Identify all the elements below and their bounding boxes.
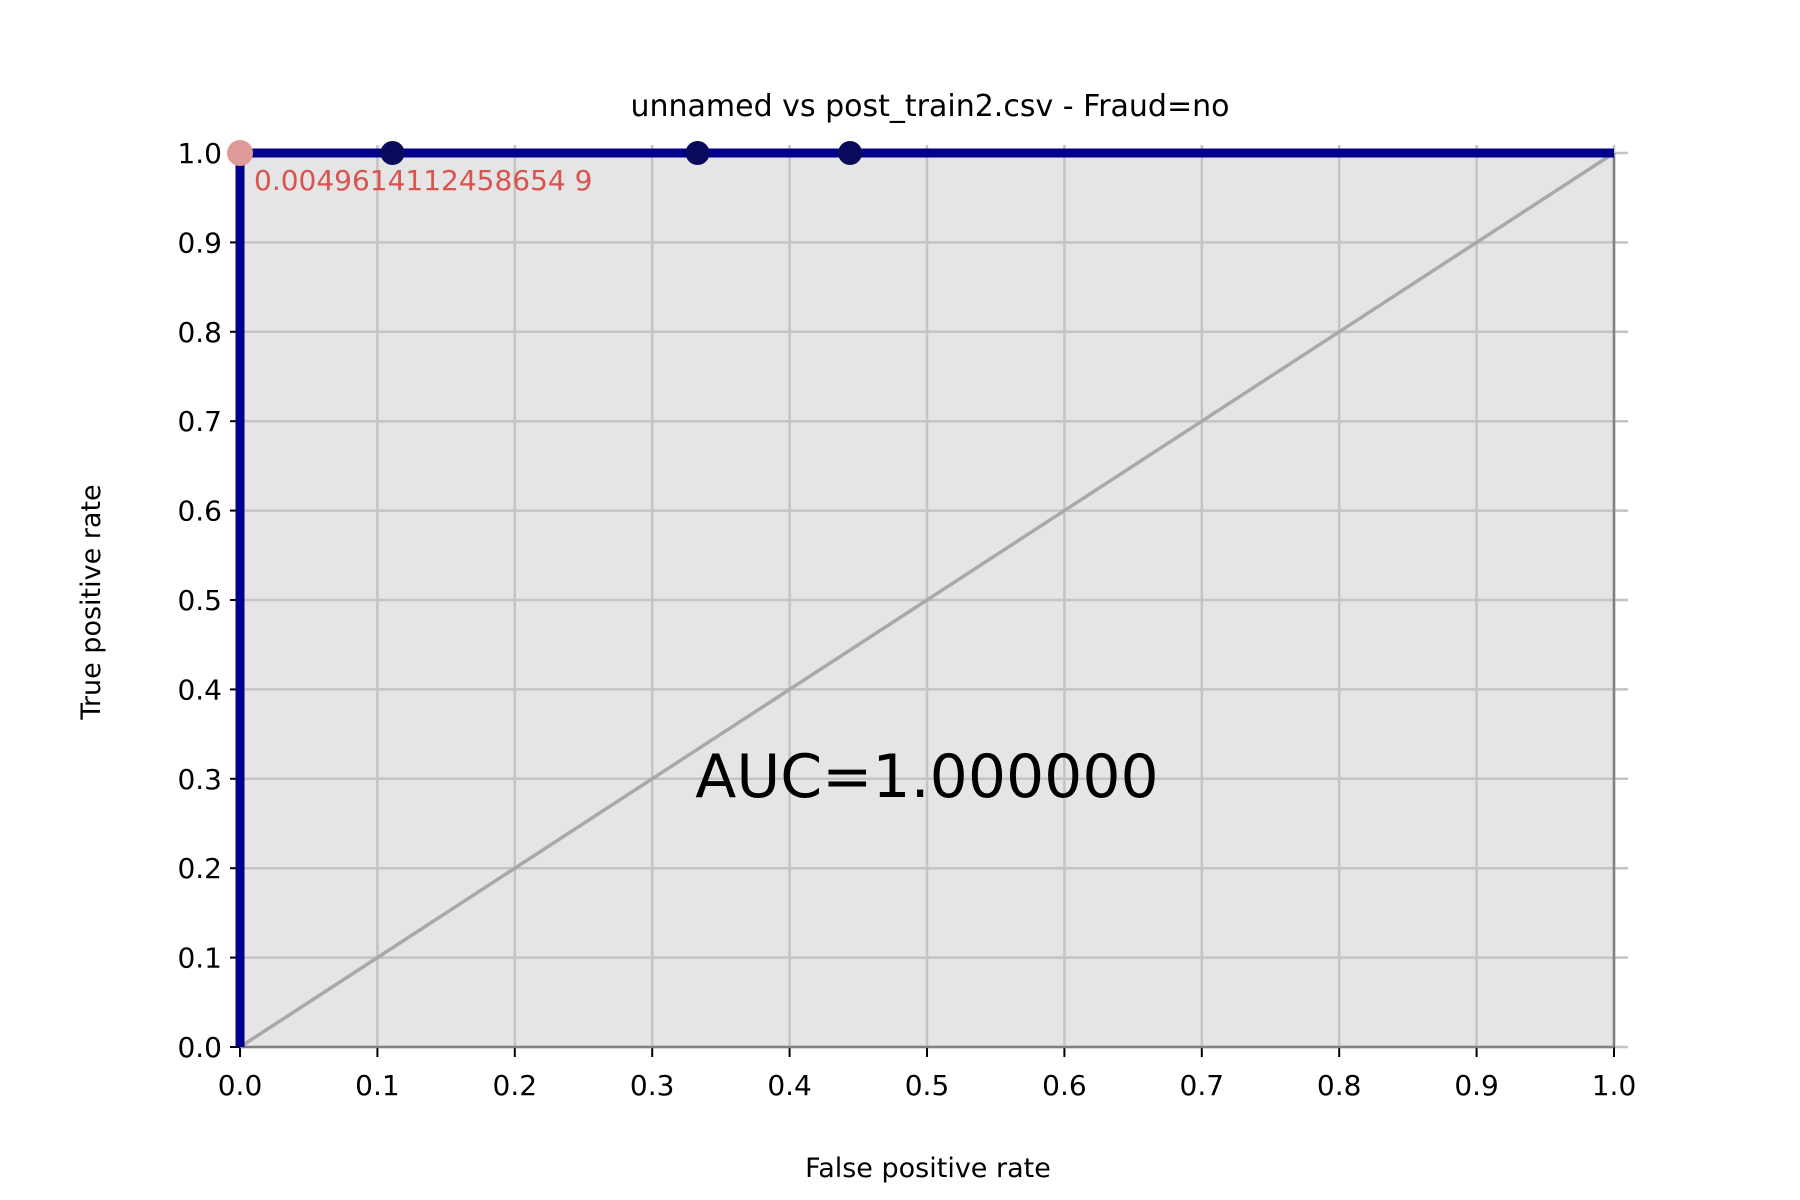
y-tick-label: 0.4 (177, 673, 222, 706)
y-tick-label: 0.6 (177, 495, 222, 528)
threshold-label: 0.0049614112458654 9 (254, 164, 592, 197)
y-tick-label: 0.3 (177, 763, 222, 796)
x-axis-label: False positive rate (805, 1153, 1051, 1184)
y-tick-label: 0.0 (177, 1031, 222, 1064)
y-tick-label: 0.5 (177, 584, 222, 617)
x-tick-label: 0.8 (1317, 1069, 1362, 1102)
auc-annotation: AUC=1.000000 (695, 742, 1158, 812)
x-tick-label: 0.7 (1180, 1069, 1225, 1102)
y-tick-label: 1.0 (177, 137, 222, 170)
y-tick-label: 0.2 (177, 852, 222, 885)
diagonal-reference-line (239, 151, 1615, 1049)
roc-curve (235, 148, 1614, 1047)
y-tick-label: 0.7 (177, 405, 222, 438)
x-tick-label: 0.0 (218, 1069, 263, 1102)
roc-point-marker (838, 141, 863, 165)
x-tick-label: 0.6 (1042, 1069, 1087, 1102)
x-tick-label: 0.9 (1454, 1069, 1499, 1102)
x-tick-label: 0.5 (905, 1069, 950, 1102)
diagonal-line (239, 151, 1615, 1049)
x-tick-label: 0.2 (493, 1069, 538, 1102)
roc-point-marker (685, 141, 710, 165)
y-axis-label: True positive rate (76, 484, 107, 720)
x-tick-label: 0.3 (630, 1069, 675, 1102)
roc-markers (227, 140, 863, 166)
y-tick-label: 0.8 (177, 316, 222, 349)
y-tick-label: 0.9 (177, 226, 222, 259)
roc-point-marker (380, 141, 405, 165)
y-tick-label: 0.1 (177, 942, 222, 975)
chart-title: unnamed vs post_train2.csv - Fraud=no (631, 89, 1230, 124)
threshold-point-marker (227, 140, 253, 166)
x-tick-label: 0.4 (767, 1069, 812, 1102)
tick-labels: 0.0 0.1 0.2 0.3 0.4 0.5 0.6 0.7 0.8 0.9 1.0 0.0 0.1 0… (177, 137, 1636, 1102)
x-tick-label: 0.1 (355, 1069, 400, 1102)
roc-curve-line (235, 148, 1614, 1047)
x-tick-label: 1.0 (1592, 1069, 1637, 1102)
